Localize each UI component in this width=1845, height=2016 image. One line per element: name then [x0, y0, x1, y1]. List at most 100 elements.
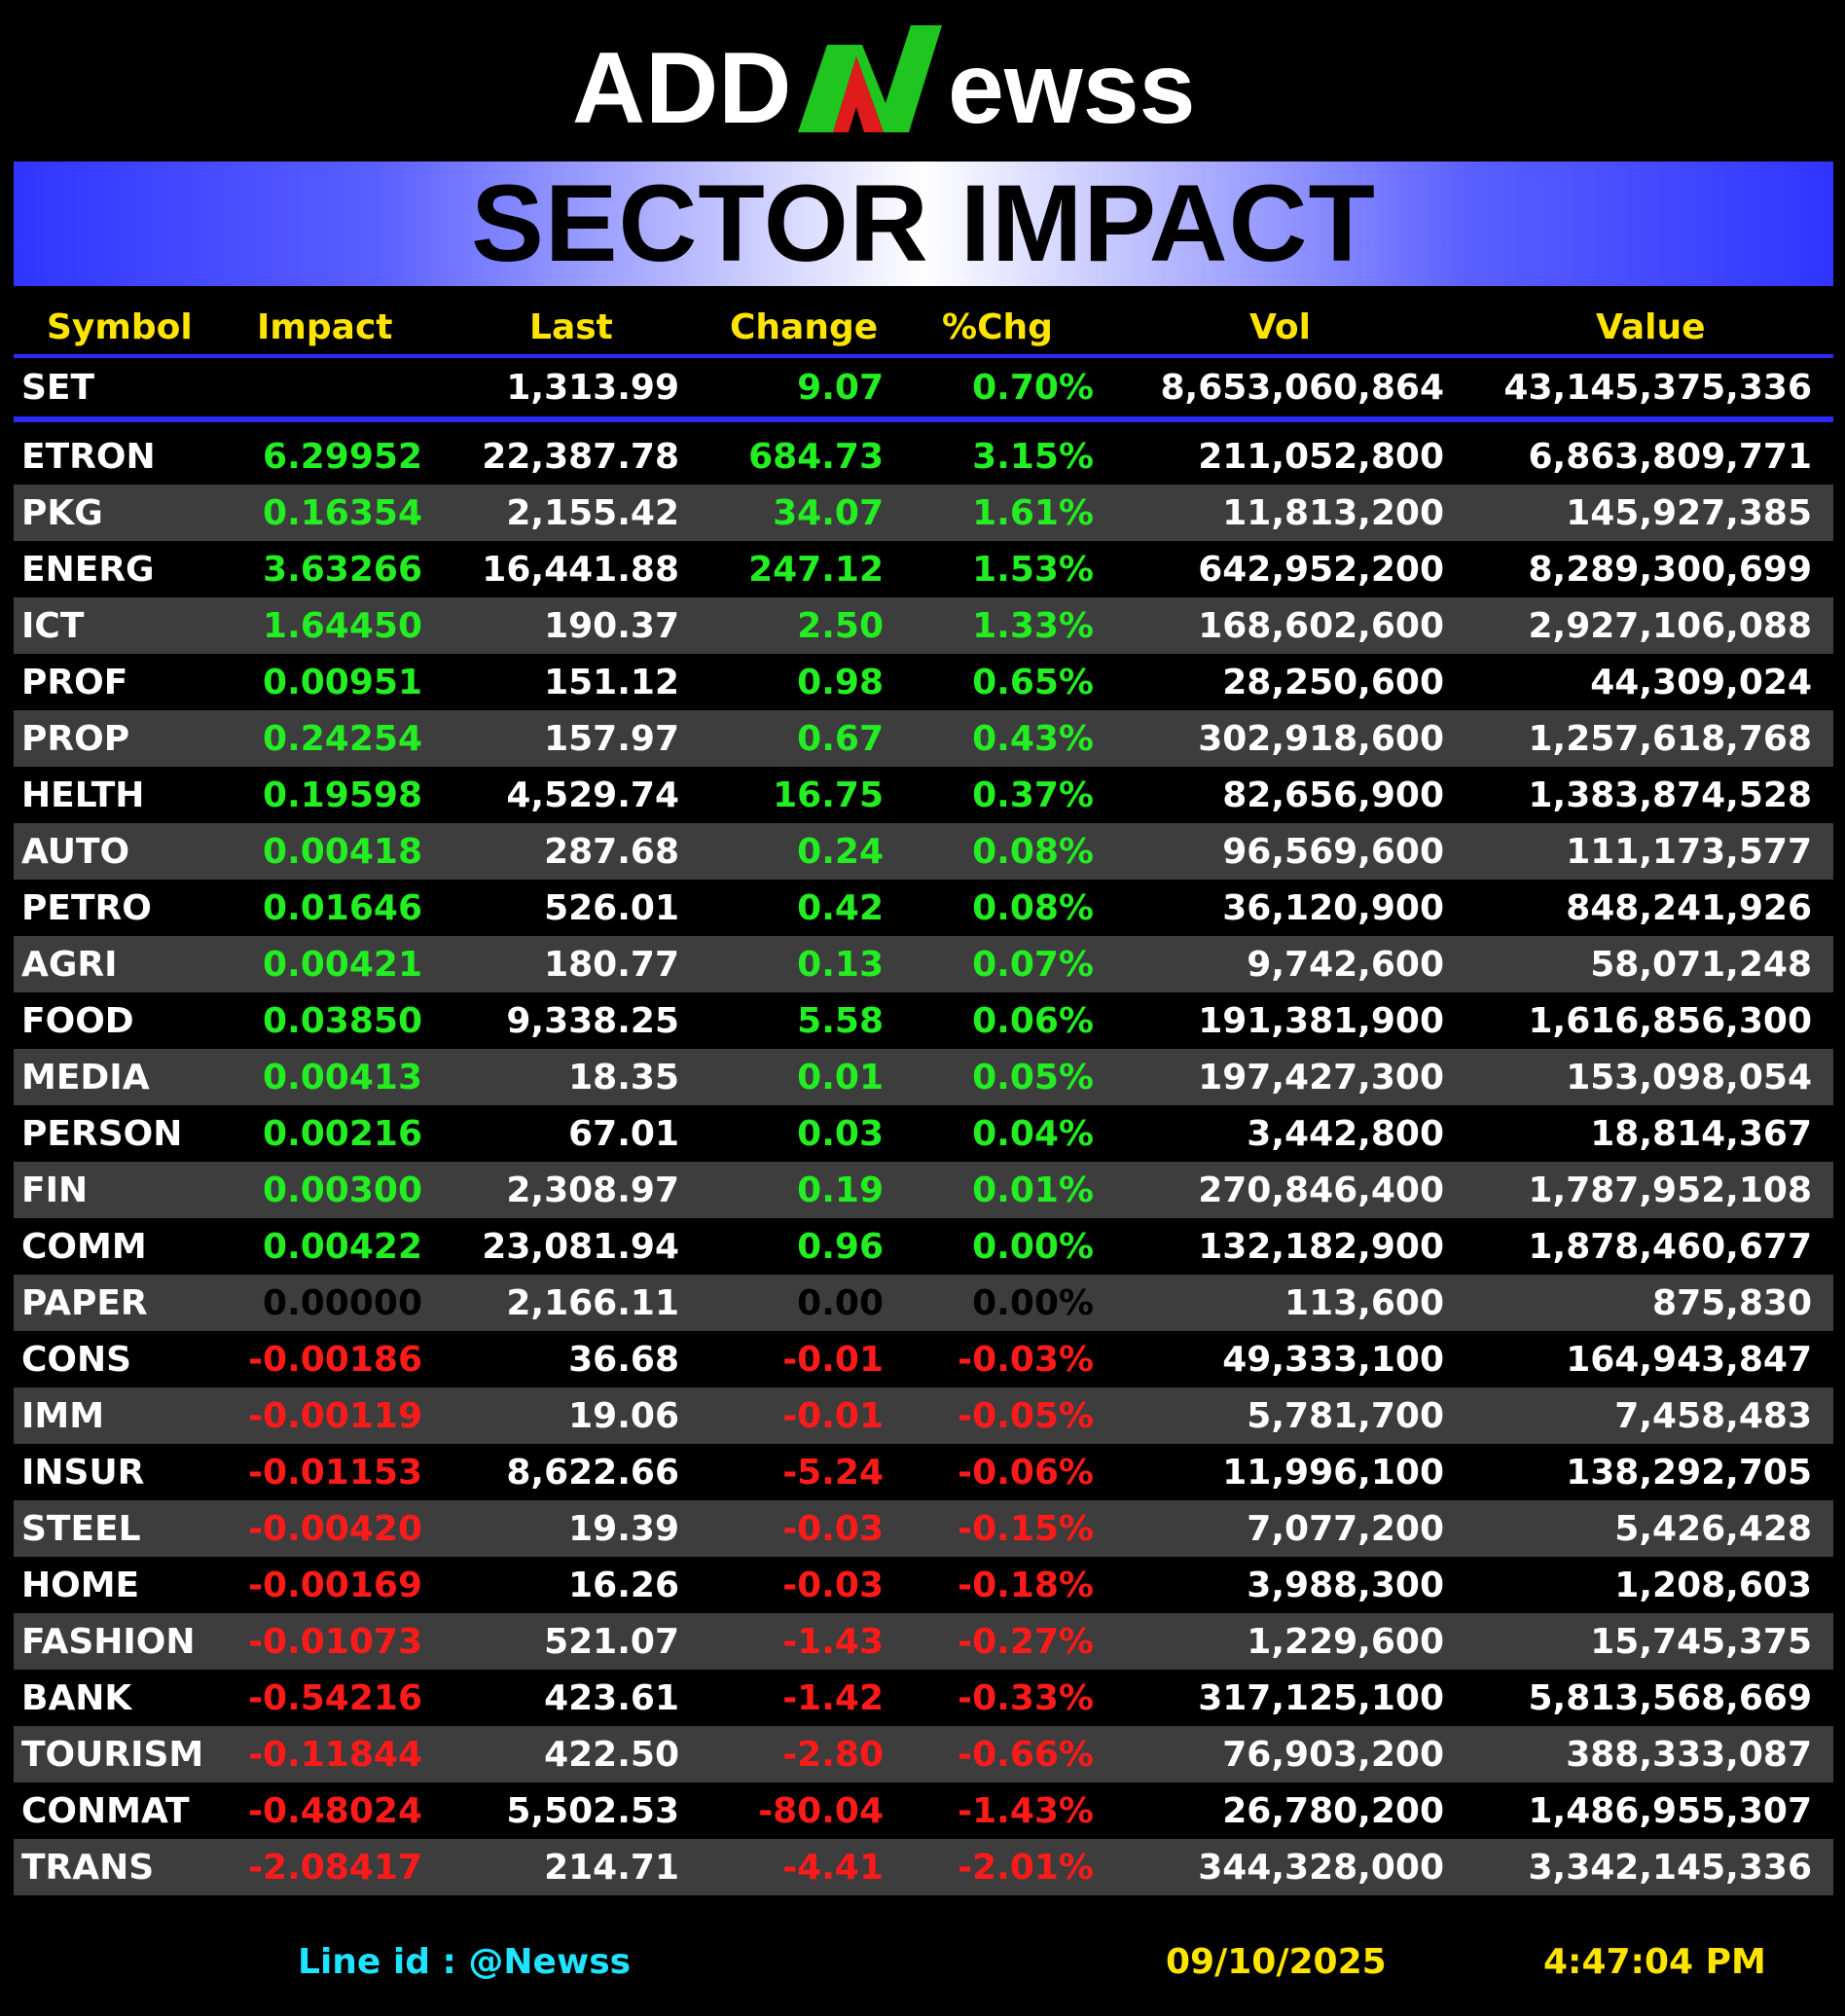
sector-value: 848,241,926	[1566, 887, 1812, 928]
sector-volume: 302,918,600	[1198, 718, 1444, 759]
sector-value: 1,486,955,307	[1528, 1790, 1812, 1831]
sector-last: 521.07	[544, 1621, 679, 1662]
sector-volume: 9,742,600	[1247, 944, 1444, 985]
sector-pct-change: 0.65%	[972, 662, 1094, 702]
sector-symbol: HOME	[21, 1565, 140, 1605]
sector-change: -4.41	[782, 1847, 884, 1888]
sector-value: 388,333,087	[1566, 1734, 1812, 1775]
sector-volume: 96,569,600	[1222, 831, 1444, 872]
sector-value: 8,289,300,699	[1528, 549, 1812, 590]
sector-change: 247.12	[748, 549, 884, 590]
sector-value: 3,342,145,336	[1528, 1847, 1812, 1888]
sector-rows: ETRON 6.29952 22,387.78 684.73 3.15% 211,052,…	[14, 428, 1833, 1895]
page-title: SECTOR IMPACT	[471, 162, 1376, 284]
sector-pct-change: 1.53%	[972, 549, 1094, 590]
sector-change: 0.03	[797, 1113, 884, 1154]
sector-symbol: ICT	[21, 605, 85, 646]
table-row: INSUR -0.01153 8,622.66 -5.24 -0.06% 11,996,1…	[14, 1444, 1833, 1500]
sector-impact: -0.00420	[248, 1508, 422, 1549]
table-row: AGRI 0.00421 180.77 0.13 0.07% 9,742,600 58,07…	[14, 936, 1833, 992]
sector-impact: 0.01646	[263, 887, 422, 928]
sector-last: 67.01	[568, 1113, 679, 1154]
sector-symbol: STEEL	[21, 1508, 141, 1549]
sector-value: 5,426,428	[1614, 1508, 1812, 1549]
sector-change: 0.00	[797, 1282, 884, 1323]
sector-pct-change: 0.06%	[972, 1000, 1094, 1041]
sector-volume: 132,182,900	[1198, 1226, 1444, 1267]
logo-n-green	[798, 25, 942, 132]
sector-symbol: PROP	[21, 718, 130, 759]
table-row: PROF 0.00951 151.12 0.98 0.65% 28,250,600 44,3…	[14, 654, 1833, 710]
sector-volume: 113,600	[1284, 1282, 1444, 1323]
sector-volume: 28,250,600	[1222, 662, 1444, 702]
sector-last: 5,502.53	[506, 1790, 679, 1831]
sector-impact: 3.63266	[263, 549, 422, 590]
sector-volume: 36,120,900	[1222, 887, 1444, 928]
sector-last: 2,166.11	[506, 1282, 679, 1323]
sector-pct-change: 1.33%	[972, 605, 1094, 646]
sector-symbol: IMM	[21, 1395, 105, 1436]
sector-pct-change: 1.61%	[972, 492, 1094, 533]
sector-symbol: INSUR	[21, 1452, 145, 1493]
table-row: PAPER 0.00000 2,166.11 0.00 0.00% 113,600 875,…	[14, 1275, 1833, 1331]
table-header: Symbol Impact Last Change %Chg Vol Value	[14, 300, 1833, 354]
time-text: 4:47:04 PM	[1543, 1942, 1766, 1982]
sector-value: 1,208,603	[1614, 1565, 1812, 1605]
sector-symbol: PAPER	[21, 1282, 148, 1323]
sector-impact: -0.00169	[248, 1565, 422, 1605]
table-row: AUTO 0.00418 287.68 0.24 0.08% 96,569,600 111,…	[14, 823, 1833, 880]
sector-last: 36.68	[568, 1339, 679, 1380]
header-divider	[14, 354, 1833, 358]
sector-change: 0.98	[797, 662, 884, 702]
sector-volume: 7,077,200	[1247, 1508, 1444, 1549]
set-last: 1,313.99	[506, 367, 679, 408]
sector-last: 23,081.94	[482, 1226, 679, 1267]
sector-pct-change: -0.06%	[958, 1452, 1094, 1493]
sector-value: 1,878,460,677	[1528, 1226, 1812, 1267]
sector-change: -80.04	[758, 1790, 884, 1831]
sector-value: 164,943,847	[1566, 1339, 1812, 1380]
sector-value: 145,927,385	[1566, 492, 1812, 533]
sector-change: -1.43	[782, 1621, 884, 1662]
sector-value: 1,616,856,300	[1528, 1000, 1812, 1041]
table-row: PKG 0.16354 2,155.42 34.07 1.61% 11,813,200 14…	[14, 485, 1833, 541]
sector-impact: 0.00951	[263, 662, 422, 702]
sector-impact-banner: SECTOR IMPACT	[14, 162, 1833, 286]
sector-value: 58,071,248	[1590, 944, 1812, 985]
sector-impact-table: Symbol Impact Last Change %Chg Vol Value…	[14, 300, 1833, 1895]
sector-value: 15,745,375	[1590, 1621, 1812, 1662]
header-last: Last	[529, 306, 613, 347]
sector-change: 34.07	[773, 492, 884, 533]
sector-last: 22,387.78	[482, 436, 679, 477]
sector-pct-change: 0.08%	[972, 831, 1094, 872]
set-index-row: SET 1,313.99 9.07 0.70% 8,653,060,864 43…	[14, 358, 1833, 416]
sector-change: -1.42	[782, 1677, 884, 1718]
sector-impact: 0.16354	[263, 492, 422, 533]
sector-symbol: ENERG	[21, 549, 155, 590]
sector-symbol: PROF	[21, 662, 128, 702]
line-id-text: Line id : @Newss	[298, 1942, 632, 1982]
sector-volume: 5,781,700	[1247, 1395, 1444, 1436]
set-value: 43,145,375,336	[1503, 367, 1812, 408]
sector-symbol: TOURISM	[21, 1734, 204, 1775]
logo-text-ewss: ewss	[948, 32, 1195, 145]
sector-symbol: FIN	[21, 1170, 89, 1210]
sector-change: -5.24	[782, 1452, 884, 1493]
sector-pct-change: 0.37%	[972, 774, 1094, 815]
header-change: Change	[730, 306, 879, 347]
sector-pct-change: 0.04%	[972, 1113, 1094, 1154]
sector-pct-change: -0.18%	[958, 1565, 1094, 1605]
addnewss-logo: ADD ewss	[0, 18, 1845, 154]
sector-last: 19.39	[568, 1508, 679, 1549]
table-row: CONS -0.00186 36.68 -0.01 -0.03% 49,333,100 16…	[14, 1331, 1833, 1387]
sector-symbol: BANK	[21, 1677, 132, 1718]
sector-last: 16,441.88	[482, 549, 679, 590]
sector-impact: 0.00000	[263, 1282, 422, 1323]
set-symbol: SET	[21, 367, 95, 408]
sector-last: 151.12	[544, 662, 679, 702]
sector-change: 0.67	[797, 718, 884, 759]
sector-impact: 0.00421	[263, 944, 422, 985]
table-row: ICT 1.64450 190.37 2.50 1.33% 168,602,600 2,92…	[14, 597, 1833, 654]
sector-last: 2,308.97	[506, 1170, 679, 1210]
sector-impact: -0.01073	[248, 1621, 422, 1662]
